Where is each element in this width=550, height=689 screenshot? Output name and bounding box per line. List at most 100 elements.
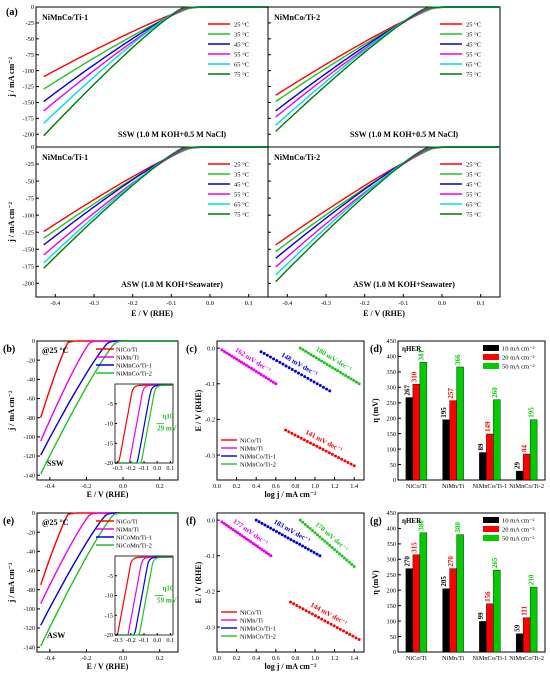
panel-f-point: [342, 629, 346, 633]
panel-c-point: [232, 356, 236, 360]
panel-d-category-label: NiCo/Ti: [406, 483, 427, 490]
panel-b-ytick-label: -120: [23, 453, 35, 460]
panel-f-point: [280, 533, 284, 537]
panel-g-frame: [397, 512, 546, 653]
panel-f-point: [227, 525, 231, 529]
panel-e-inset-frame: [114, 555, 174, 636]
panel-c-point: [327, 451, 331, 455]
panel-b-inset-ytick-label: -15: [105, 440, 113, 447]
panel-a1-legend-label: 75 °C: [234, 72, 249, 79]
panel-f-point: [272, 528, 276, 532]
panel-f-point: [262, 549, 266, 553]
panel-a2-series-5: [275, 6, 500, 132]
panel-c-point: [293, 369, 297, 373]
panel-f-point: [301, 607, 305, 611]
panel-c-xtick-label: 0.8: [291, 483, 299, 490]
panel-g-bar: [456, 534, 464, 653]
panel-d-bar: [442, 419, 450, 481]
panel-c-point: [312, 354, 316, 358]
panel-f-point: [224, 523, 228, 527]
panel-e-inset-ytick-label: -5: [108, 573, 113, 580]
panel-d-bar: [449, 400, 457, 481]
panel-f-point: [342, 556, 346, 560]
panel-a2-subtitle: SSW (1.0 M KOH+0.5 M NaCl): [350, 130, 459, 139]
panel-f-point: [295, 541, 299, 545]
panel-g-bar-label: 205: [440, 576, 448, 587]
panel-d-bar-label: 89: [477, 443, 485, 451]
panel-f-point: [286, 536, 290, 540]
panel-c-point: [272, 357, 276, 361]
panel-f-point: [354, 636, 358, 640]
panel-d-bar: [405, 397, 414, 481]
panel-c-point: [324, 449, 328, 453]
panel-c-point: [300, 373, 304, 377]
panel-d-ytick-label: 50: [390, 462, 396, 469]
panel-d-bar-label: 149: [484, 421, 492, 432]
panel-c-xtick-label: 0.4: [252, 483, 261, 490]
panel-f-legend-label: NiCo/Ti: [240, 609, 262, 616]
panel-f-point: [325, 541, 329, 545]
panel-c-xtick-label: 0.2: [233, 483, 241, 490]
panel-d-category-label: NiMnCo/Ti-2: [509, 483, 544, 490]
panel-c-point: [297, 371, 301, 375]
panel-b-ytick-label: 0: [32, 338, 35, 345]
panel-a3-xtick-label: 0.1: [245, 300, 253, 307]
panel-g-ytick-label: 50: [390, 634, 396, 641]
panel-f-point: [260, 548, 264, 552]
panel-e-ytick-label: -140: [23, 644, 35, 651]
panel-c-point: [321, 448, 325, 452]
panel-e-legend-label: NiCo/Ti: [116, 518, 138, 525]
panel-c-point: [281, 362, 285, 366]
panel-f-point: [350, 562, 354, 566]
panel-d-bar-label: 29: [514, 462, 522, 470]
panel-c-point: [304, 349, 308, 353]
panel-d-ytick-label: 450: [387, 338, 396, 345]
panel-c-point: [301, 348, 305, 352]
panel-c-point: [298, 346, 302, 350]
panel-f-point: [335, 550, 339, 554]
panel-f-point: [317, 615, 321, 619]
panel-f-point: [345, 631, 349, 635]
panel-f-point: [332, 624, 336, 628]
panel-a4-legend-label: 25 °C: [466, 162, 481, 169]
panel-f-point: [306, 547, 310, 551]
panel-g-category-label: NiMnCo/Ti-1: [472, 655, 507, 662]
panel-c-point: [274, 382, 278, 386]
panel-b-ytick-label: -60: [27, 396, 35, 403]
panel-f-xtick-label: 1.2: [331, 655, 339, 662]
panel-f-xtick-label: 0.0: [213, 655, 221, 662]
panel-f-xtick-label: 0.4: [252, 655, 261, 662]
panel-d-category-label: NiMn/Ti: [442, 483, 464, 490]
panel-c-point: [309, 378, 313, 382]
panel-d-bar: [486, 433, 494, 481]
panel-g-bar: [479, 621, 487, 653]
panel-g-bar: [529, 586, 538, 653]
panel-f-point: [292, 602, 296, 606]
panel-a3-ytick-label: -125: [22, 229, 34, 236]
panel-g-bar: [405, 568, 414, 653]
panel-a4-legend-label: 45 °C: [466, 182, 481, 189]
panel-a1-legend-label: 25 °C: [234, 22, 249, 29]
panel-c-point: [271, 380, 275, 384]
panel-f-point: [313, 531, 317, 535]
panel-a1-ytick-label: -125: [22, 84, 34, 91]
panel-g-bar: [486, 603, 494, 653]
panel-f-point: [269, 554, 273, 558]
panel-d-bar: [456, 366, 464, 481]
panel-f-xtick-label: 0.8: [291, 655, 299, 662]
panel-g-ytick-label: 250: [387, 572, 396, 579]
panel-c-point: [354, 380, 358, 384]
panel-c-legend-label: NiMnCo/Ti-2: [240, 461, 276, 468]
panel-f-point: [292, 539, 296, 543]
panel-f-point: [242, 535, 246, 539]
panel-g-ytick-label: 450: [387, 510, 396, 517]
panel-g-bar-label: 59: [514, 624, 522, 632]
panel-f-point: [303, 522, 307, 526]
panel-f-point: [289, 600, 292, 604]
panel-c-point: [262, 374, 266, 378]
panel-c-point: [328, 389, 332, 393]
panel-b-inset-xtick-label: 0.0: [153, 465, 161, 472]
panel-f-point: [295, 604, 299, 608]
panel-a3-ytick-label: -50: [26, 178, 34, 185]
panel-g-category-label: NiMn/Ti: [442, 655, 464, 662]
